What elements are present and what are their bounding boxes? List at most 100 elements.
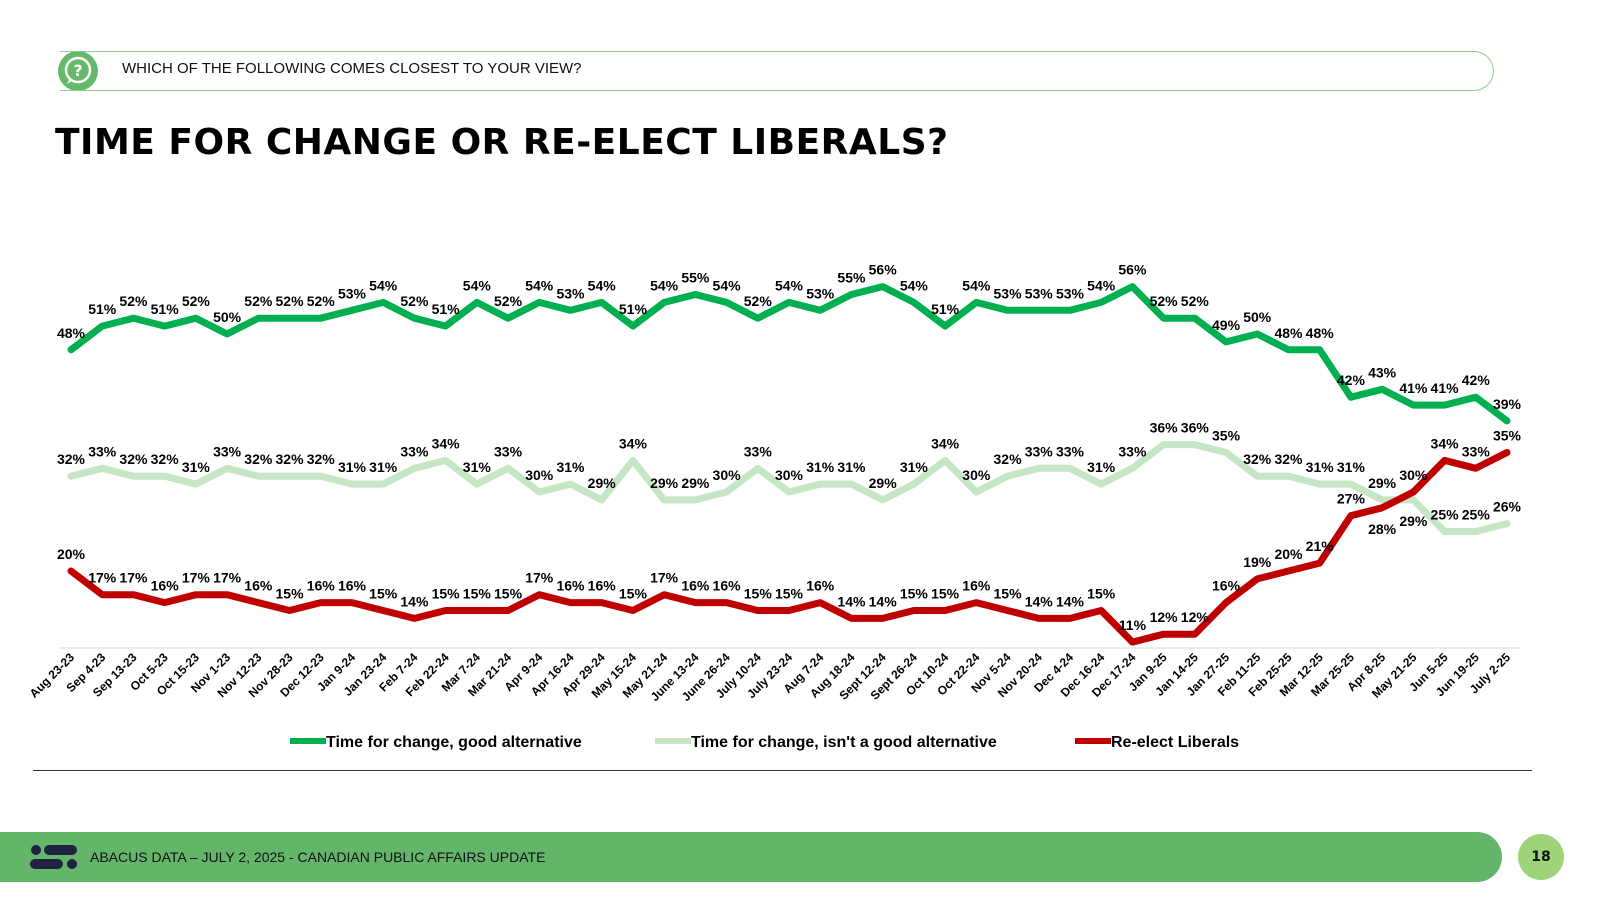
data-label: 29%: [1399, 513, 1428, 529]
data-label: 16%: [244, 578, 273, 594]
data-label: 27%: [1337, 491, 1366, 507]
data-label: 32%: [307, 451, 336, 467]
data-label: 15%: [900, 586, 929, 602]
data-label: 26%: [1493, 499, 1522, 515]
data-label: 12%: [1150, 609, 1179, 625]
data-label: 16%: [338, 578, 367, 594]
data-label: 34%: [931, 435, 960, 451]
data-label: 32%: [1243, 451, 1272, 467]
data-label: 16%: [1212, 578, 1241, 594]
data-label: 33%: [744, 443, 773, 459]
data-label: 21%: [1306, 538, 1335, 554]
data-label: 54%: [1087, 277, 1116, 293]
data-label: 35%: [1212, 428, 1241, 444]
data-label: 33%: [1025, 443, 1054, 459]
data-label: 17%: [213, 570, 242, 586]
x-tick-label: Aug 23-23: [27, 650, 78, 701]
data-label: 33%: [1118, 443, 1147, 459]
question-text: WHICH OF THE FOLLOWING COMES CLOSEST TO …: [122, 60, 582, 77]
data-label: 31%: [1306, 459, 1335, 475]
data-label: 31%: [338, 459, 367, 475]
data-label: 15%: [775, 586, 804, 602]
data-label: 11%: [1119, 617, 1147, 633]
data-label: 31%: [1337, 459, 1366, 475]
data-label: 50%: [213, 309, 242, 325]
data-label: 39%: [1493, 396, 1522, 412]
data-label: 50%: [1243, 309, 1272, 325]
data-label: 17%: [182, 570, 211, 586]
data-label: 52%: [276, 293, 305, 309]
data-label: 14%: [837, 593, 866, 609]
data-label: 12%: [1181, 609, 1210, 625]
data-label: 28%: [1368, 521, 1397, 537]
data-label: 53%: [338, 285, 367, 301]
data-label: 41%: [1399, 380, 1428, 396]
series-line-0: [67, 283, 1511, 425]
data-label: 52%: [1150, 293, 1179, 309]
data-label: 29%: [588, 475, 617, 491]
data-label: 34%: [432, 435, 461, 451]
data-label: 49%: [1212, 317, 1241, 333]
legend-label: Time for change, isn't a good alternativ…: [691, 734, 997, 751]
data-label: 51%: [88, 301, 117, 317]
data-label: 31%: [1087, 459, 1116, 475]
data-label: 16%: [962, 578, 991, 594]
footer-bar: [0, 832, 1502, 882]
data-label: 29%: [1368, 475, 1397, 491]
data-label: 16%: [556, 578, 585, 594]
data-label: 34%: [1431, 435, 1460, 451]
data-label: 36%: [1150, 420, 1179, 436]
data-label: 17%: [525, 570, 554, 586]
data-label: 14%: [869, 593, 898, 609]
data-label: 14%: [1056, 593, 1085, 609]
data-label: 48%: [1306, 325, 1335, 341]
data-label: 16%: [588, 578, 617, 594]
data-label: 15%: [619, 586, 648, 602]
data-label: 25%: [1431, 507, 1460, 523]
abacus-logo-icon: [30, 845, 80, 875]
data-label: 32%: [151, 451, 180, 467]
data-label: 54%: [650, 277, 679, 293]
data-label: 32%: [57, 451, 86, 467]
footer-text: ABACUS DATA – JULY 2, 2025 - CANADIAN PU…: [90, 849, 546, 865]
data-label: 34%: [619, 435, 648, 451]
data-label: 31%: [463, 459, 492, 475]
data-label: 16%: [681, 578, 710, 594]
data-label: 20%: [57, 546, 86, 562]
data-label: 42%: [1462, 372, 1491, 388]
data-label: 53%: [556, 285, 585, 301]
data-label: 52%: [494, 293, 523, 309]
data-label: 52%: [400, 293, 429, 309]
data-label: 54%: [713, 277, 742, 293]
data-label: 51%: [151, 301, 180, 317]
data-label: 25%: [1462, 507, 1491, 523]
data-label: 31%: [182, 459, 211, 475]
data-label: 30%: [713, 467, 742, 483]
legend-label: Re-elect Liberals: [1111, 734, 1239, 751]
data-label: 33%: [1462, 443, 1491, 459]
data-label: 43%: [1368, 364, 1397, 380]
data-label: 33%: [1056, 443, 1085, 459]
data-label: 33%: [213, 443, 242, 459]
data-label: 53%: [806, 285, 835, 301]
data-label: 32%: [276, 451, 305, 467]
data-label: 29%: [650, 475, 679, 491]
data-label: 15%: [276, 586, 305, 602]
data-label: 36%: [1181, 420, 1210, 436]
data-label: 16%: [151, 578, 180, 594]
data-label: 52%: [244, 293, 273, 309]
data-label: 33%: [88, 443, 117, 459]
data-label: 14%: [1025, 593, 1054, 609]
data-label: 54%: [962, 277, 991, 293]
data-label: 56%: [1118, 262, 1147, 278]
data-label: 42%: [1337, 372, 1366, 388]
series-line-2: [67, 449, 1511, 646]
data-label: 31%: [369, 459, 398, 475]
divider: [33, 770, 1532, 771]
data-label: 55%: [681, 270, 710, 286]
data-label: 15%: [463, 586, 492, 602]
data-label: 32%: [244, 451, 273, 467]
data-label: 32%: [1274, 451, 1303, 467]
data-label: 15%: [1087, 586, 1116, 602]
